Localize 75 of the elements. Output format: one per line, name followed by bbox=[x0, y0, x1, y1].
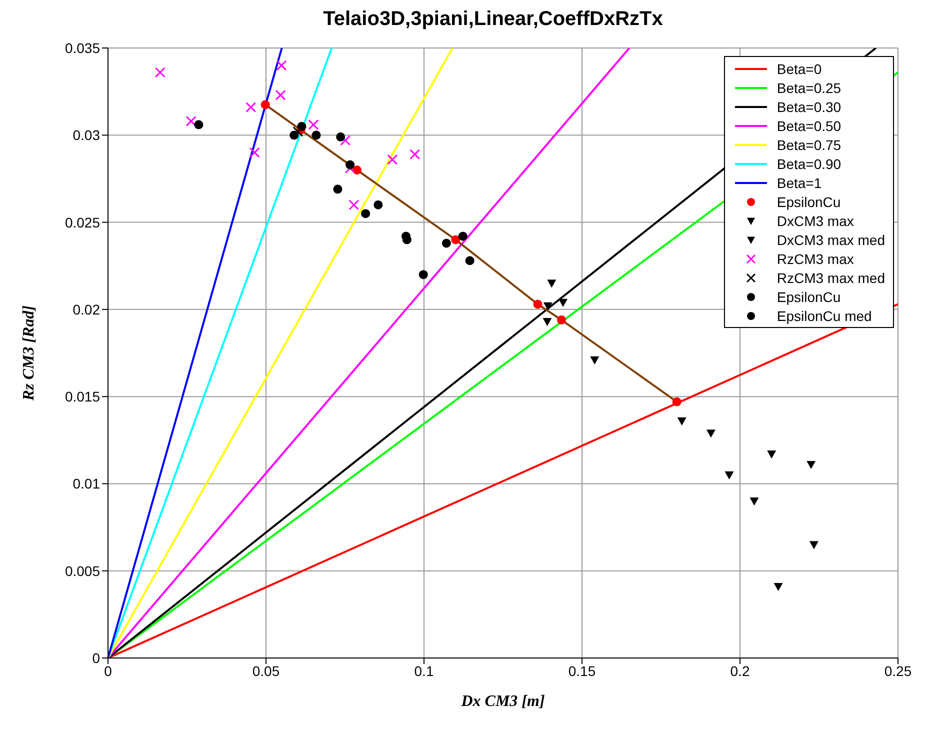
y-tick-label: 0.005 bbox=[64, 562, 100, 579]
x-tick-label: 0.1 bbox=[414, 662, 434, 679]
point bbox=[558, 298, 568, 307]
y-axis-title: Rz CM3 [Rad] bbox=[20, 305, 38, 402]
point bbox=[809, 541, 818, 550]
point bbox=[154, 67, 166, 78]
point bbox=[806, 460, 816, 470]
y-tick-label: 0.01 bbox=[72, 476, 100, 492]
legend-label: Beta=0.30 bbox=[776, 98, 842, 114]
legend-label: Beta=0.50 bbox=[776, 118, 842, 134]
legend-label: Beta=0.75 bbox=[776, 136, 842, 152]
x-tick-label: 0.15 bbox=[568, 662, 596, 679]
point bbox=[542, 318, 552, 326]
point bbox=[308, 119, 319, 130]
point bbox=[361, 209, 370, 218]
x-tick-label: 0.25 bbox=[884, 662, 912, 679]
point bbox=[418, 270, 428, 280]
y-tick-label: 0.03 bbox=[72, 127, 100, 144]
y-tick-label: 0.035 bbox=[64, 40, 100, 56]
point bbox=[249, 147, 260, 158]
legend-label: EpsilonCu bbox=[776, 288, 841, 304]
point bbox=[672, 397, 682, 406]
legend-label: Beta=0.25 bbox=[776, 80, 842, 96]
point bbox=[336, 132, 346, 142]
point bbox=[547, 280, 556, 288]
chart-title: Telaio3D,3piani,Linear,CoeffDxRzTx bbox=[322, 8, 664, 32]
legend-label: Beta=0.90 bbox=[776, 156, 842, 172]
point bbox=[451, 235, 460, 244]
point bbox=[297, 122, 306, 131]
point bbox=[465, 256, 474, 266]
point bbox=[442, 238, 451, 248]
point bbox=[543, 302, 552, 310]
y-tick-label: 0.025 bbox=[64, 214, 100, 230]
legend-label: EpsilonCu bbox=[776, 194, 841, 210]
point bbox=[348, 200, 360, 210]
y-tick-label: 0 bbox=[92, 650, 100, 666]
x-tick-label: 0 bbox=[104, 662, 112, 679]
point bbox=[590, 356, 600, 364]
point bbox=[533, 300, 542, 309]
point bbox=[556, 315, 566, 324]
x-tick-label: 0.2 bbox=[730, 662, 750, 679]
point bbox=[246, 102, 256, 113]
legend-label: RzCM3 max med bbox=[776, 270, 885, 286]
legend-label: Beta=1 bbox=[776, 174, 822, 190]
point bbox=[276, 60, 287, 71]
y-tick-label: 0.015 bbox=[64, 388, 100, 405]
x-tick-label: 0.05 bbox=[252, 662, 280, 679]
point bbox=[750, 498, 759, 506]
point bbox=[194, 120, 204, 130]
legend-label: Beta=0 bbox=[776, 60, 822, 76]
x-axis-title: Dx CM3 [m] bbox=[460, 693, 545, 710]
point bbox=[275, 90, 286, 100]
point bbox=[346, 160, 355, 170]
point bbox=[706, 430, 716, 438]
legend-label: DxCM3 max bbox=[776, 212, 854, 228]
point bbox=[387, 154, 398, 165]
point bbox=[333, 184, 342, 194]
point bbox=[458, 232, 468, 241]
point bbox=[374, 200, 383, 210]
point bbox=[767, 450, 776, 459]
point bbox=[677, 417, 686, 426]
point bbox=[260, 100, 270, 110]
point bbox=[312, 130, 321, 140]
point bbox=[774, 582, 783, 592]
point bbox=[724, 471, 734, 480]
legend-label: RzCM3 max bbox=[776, 250, 854, 266]
point bbox=[340, 135, 351, 146]
y-tick-label: 0.02 bbox=[72, 301, 100, 318]
point bbox=[292, 126, 304, 137]
legend-label: EpsilonCu med bbox=[776, 308, 872, 324]
point bbox=[352, 166, 362, 174]
point bbox=[290, 130, 299, 140]
legend-label: DxCM3 max med bbox=[776, 232, 885, 248]
point bbox=[186, 116, 196, 126]
point bbox=[410, 149, 420, 160]
